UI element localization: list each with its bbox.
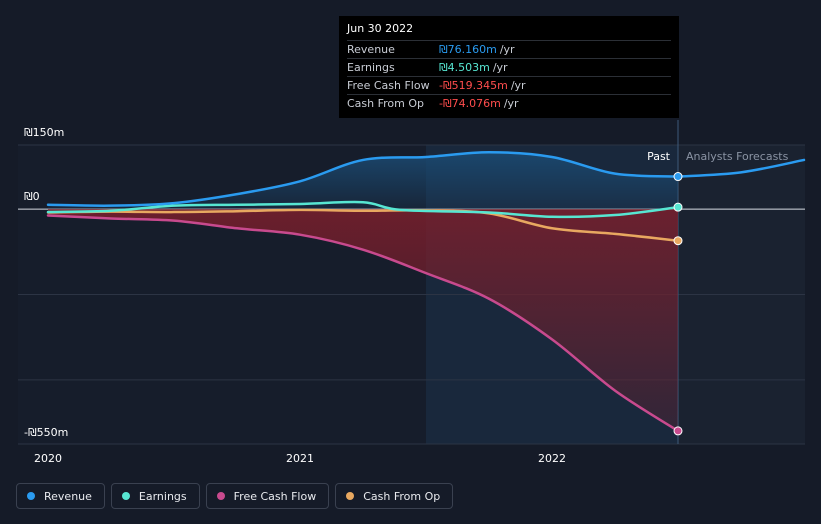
legend-label: Revenue: [44, 489, 92, 503]
past-label: Past: [647, 150, 671, 163]
tooltip-row: Free Cash Flow -₪519.345m/yr: [347, 76, 671, 94]
legend-item-revenue[interactable]: Revenue: [16, 483, 105, 509]
y-tick-label: ₪150m: [24, 126, 64, 139]
revenue-line: [46, 151, 680, 207]
tooltip-row: Earnings ₪4.503m/yr: [347, 58, 671, 76]
y-tick-label: -₪550m: [24, 426, 68, 439]
tooltip-row-unit: /yr: [503, 97, 519, 110]
legend-item-free-cash-flow[interactable]: Free Cash Flow: [205, 483, 330, 509]
tooltip-row-value: -₪519.345m: [439, 79, 508, 92]
legend-dot-icon: [216, 492, 225, 500]
tooltip-row-label: Cash From Op: [347, 97, 425, 110]
free-cash-flow-area: [48, 209, 678, 431]
tooltip-row-unit: /yr: [510, 79, 526, 92]
chart-legend: Revenue Earnings Free Cash Flow Cash From O…: [16, 483, 454, 509]
earnings-point: [673, 202, 683, 212]
tooltip-row-unit: /yr: [492, 61, 508, 74]
legend-dot-icon: [121, 492, 130, 500]
revenue-area: [48, 152, 678, 210]
tooltip-row-label: Earnings: [347, 61, 395, 74]
earnings-line: [46, 200, 680, 219]
tooltip-row-value: ₪76.160m: [439, 43, 497, 56]
legend-item-earnings[interactable]: Earnings: [110, 483, 200, 509]
cash-from-op-point: [673, 236, 683, 246]
tooltip-row-unit: /yr: [499, 43, 515, 56]
revenue-point: [673, 172, 683, 182]
x-tick-label: 2021: [286, 452, 314, 465]
legend-dot-icon: [346, 492, 355, 500]
hover-tooltip: Jun 30 2022 Revenue ₪76.160m/yr Earnings ₪4…: [339, 16, 679, 118]
tooltip-row: Cash From Op -₪74.076m/yr: [347, 94, 671, 112]
x-tick-label: 2020: [34, 452, 62, 465]
legend-label: Earnings: [138, 489, 187, 503]
revenue-forecast-line: [676, 158, 806, 178]
free-cash-flow-point: [673, 426, 683, 436]
legend-label: Cash From Op: [363, 489, 441, 503]
x-tick-label: 2022: [538, 452, 566, 465]
legend-item-cash-from-op[interactable]: Cash From Op: [335, 483, 454, 509]
legend-label: Free Cash Flow: [233, 489, 317, 503]
tooltip-date: Jun 30 2022: [347, 22, 414, 35]
tooltip-row-value: ₪4.503m: [439, 61, 490, 74]
free-cash-flow-line: [46, 214, 680, 433]
tooltip-row-value: -₪74.076m: [439, 97, 501, 110]
tooltip-row: Revenue ₪76.160m/yr: [347, 40, 671, 58]
legend-dot-icon: [27, 492, 35, 500]
earnings-revenue-chart: ₪150m ₪0 -₪550m 2020 2021 2022 Past Analysts Fo…: [18, 120, 806, 465]
cash-from-op-line: [46, 208, 680, 242]
forecast-label: Analysts Forecasts: [686, 150, 789, 163]
tooltip-row-label: Revenue: [347, 43, 395, 56]
tooltip-row-label: Free Cash Flow: [347, 79, 430, 92]
y-tick-label: ₪0: [24, 190, 40, 203]
